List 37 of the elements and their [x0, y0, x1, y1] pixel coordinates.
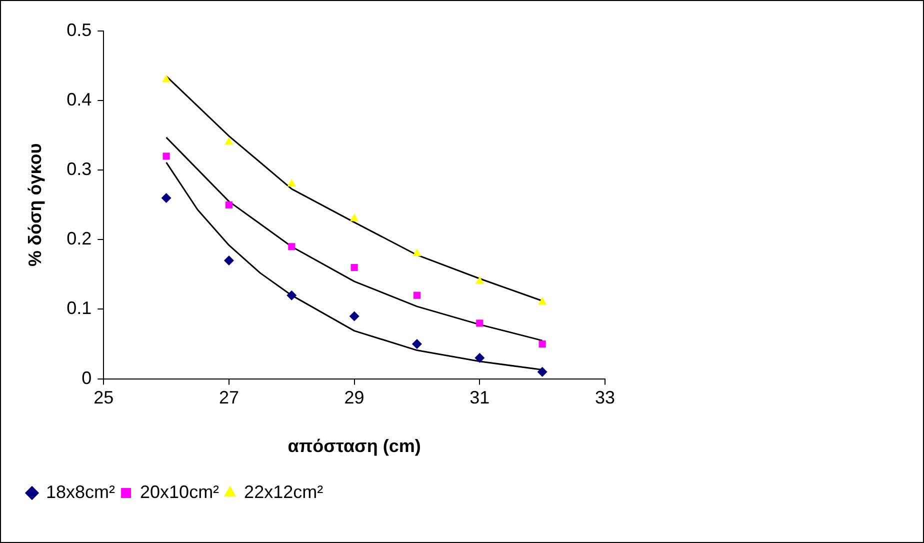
point — [413, 292, 421, 299]
y-tick-label: 0.5 — [66, 20, 92, 40]
point — [349, 311, 360, 322]
x-tick-label: 31 — [470, 388, 490, 408]
point — [476, 320, 484, 327]
point — [288, 243, 296, 250]
y-tick-label: 0 — [82, 368, 92, 388]
y-tick-label: 0.3 — [66, 159, 92, 180]
y-tick-label: 0.1 — [66, 298, 92, 318]
point — [350, 264, 358, 272]
legend-label: 18x8cm² — [46, 482, 116, 502]
point — [412, 248, 422, 256]
point — [474, 352, 485, 363]
point — [162, 152, 170, 160]
y-axis-title: % δόση όγκου — [24, 143, 45, 266]
point — [538, 340, 546, 348]
point — [412, 339, 422, 350]
y-tick-label: 0.2 — [66, 228, 92, 249]
point — [224, 137, 234, 145]
point — [537, 366, 548, 377]
point — [286, 290, 297, 300]
point — [538, 297, 547, 305]
y-tick-label: 0.4 — [66, 90, 92, 110]
x-axis-title: απόσταση (cm) — [288, 436, 421, 456]
point — [162, 74, 171, 82]
legend-label: 20x10cm² — [140, 482, 220, 502]
point — [475, 276, 484, 284]
x-tick-label: 25 — [94, 388, 114, 408]
legend-label: 22x12cm² — [244, 482, 324, 502]
x-tick-label: 27 — [218, 388, 239, 408]
point — [161, 192, 172, 203]
point — [350, 214, 359, 222]
point — [225, 201, 233, 208]
point — [224, 256, 234, 266]
x-tick-label: 29 — [344, 388, 364, 408]
point — [287, 179, 296, 187]
x-tick-label: 33 — [594, 388, 616, 408]
